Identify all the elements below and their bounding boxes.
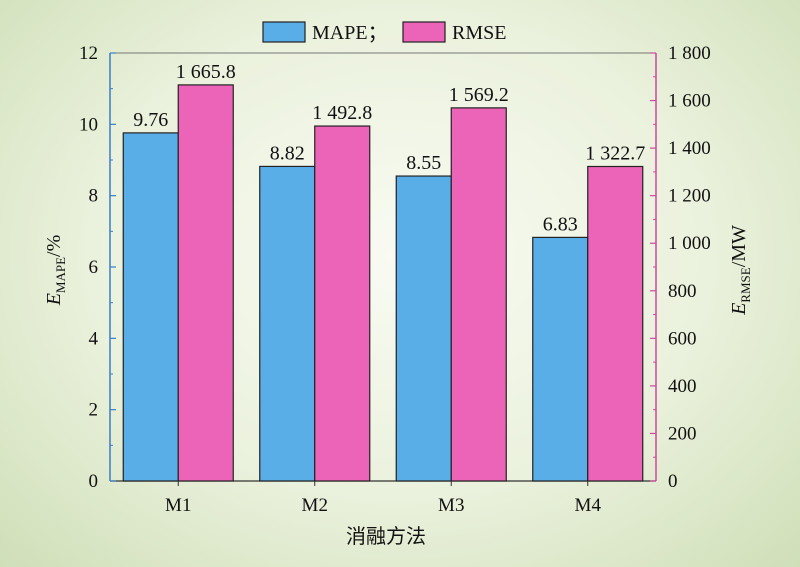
data-label-m4-rmse: 1 322.7 [585, 142, 645, 164]
left-y-tick-label: 0 [89, 471, 99, 492]
axis-titles: 消融方法 EMAPE/% ERMSE/MW [43, 225, 753, 548]
left-axis-title-sub: MAPE [53, 257, 68, 293]
x-tick-label: M1 [165, 495, 191, 516]
legend-swatch-rmse [402, 21, 446, 43]
right-y-tick-label: 800 [668, 281, 697, 302]
left-y-tick-label: 12 [79, 43, 98, 64]
right-y-tick-label: 1 600 [668, 91, 711, 112]
bar-m1-rmse [177, 84, 234, 482]
data-label-m3-mape: 8.55 [406, 152, 441, 174]
bar-m3-rmse [450, 107, 507, 482]
right-axis-title-unit: /MW [728, 225, 750, 267]
legend-label-rmse: RMSE [452, 22, 506, 44]
right-axis-title-main: E [728, 303, 750, 316]
data-label-m3-rmse: 1 569.2 [449, 84, 509, 106]
data-label-m2-rmse: 1 492.8 [312, 102, 372, 124]
right-y-tick-label: 1 200 [668, 186, 711, 207]
data-labels: 9.76 1 665.8 8.82 1 492.8 8.55 1 569.2 6.83 1 3… [133, 61, 645, 235]
legend-label-mape: MAPE； [312, 22, 388, 44]
legend: MAPE； RMSE [262, 21, 506, 44]
axes: M1 M2 M3 M4 0 2 4 6 8 10 12 0 200 400 600 800 1 000 1 200… [79, 43, 711, 516]
right-y-tick-label: 200 [668, 423, 697, 444]
left-y-tick-label: 10 [79, 114, 98, 135]
left-y-tick-label: 2 [89, 400, 99, 421]
bar-m4-mape [532, 236, 589, 482]
bar-m1-mape [122, 132, 179, 482]
x-tick-label: M4 [575, 495, 602, 516]
data-label-m1-rmse: 1 665.8 [176, 61, 236, 83]
right-y-tick-label: 1 800 [668, 43, 711, 64]
left-axis-title-main: E [43, 293, 65, 306]
right-y-tick-label: 0 [668, 471, 678, 492]
right-y-tick-label: 400 [668, 376, 697, 397]
bar-m4-rmse [587, 165, 644, 482]
right-y-tick-label: 1 000 [668, 233, 711, 254]
right-y-tick-label: 1 400 [668, 138, 711, 159]
legend-swatch-mape [262, 21, 306, 43]
data-label-m1-mape: 9.76 [133, 109, 168, 131]
data-label-m4-mape: 6.83 [543, 213, 578, 235]
left-axis-title-unit: /% [43, 235, 65, 257]
x-tick-label: M3 [438, 495, 464, 516]
x-axis-title: 消融方法 [346, 525, 426, 548]
bar-m2-mape [259, 165, 316, 482]
bar-m3-mape [395, 175, 452, 482]
right-axis-title: ERMSE/MW [728, 225, 753, 316]
bar-m2-rmse [314, 125, 371, 482]
left-y-tick-label: 4 [89, 328, 99, 349]
x-tick-label: M2 [302, 495, 328, 516]
bars [122, 84, 644, 482]
right-axis-title-sub: RMSE [738, 267, 753, 302]
left-y-tick-label: 8 [89, 186, 99, 207]
data-label-m2-mape: 8.82 [270, 142, 305, 164]
right-y-tick-label: 600 [668, 328, 697, 349]
left-y-tick-label: 6 [89, 257, 99, 278]
left-axis-title: EMAPE/% [43, 235, 68, 307]
